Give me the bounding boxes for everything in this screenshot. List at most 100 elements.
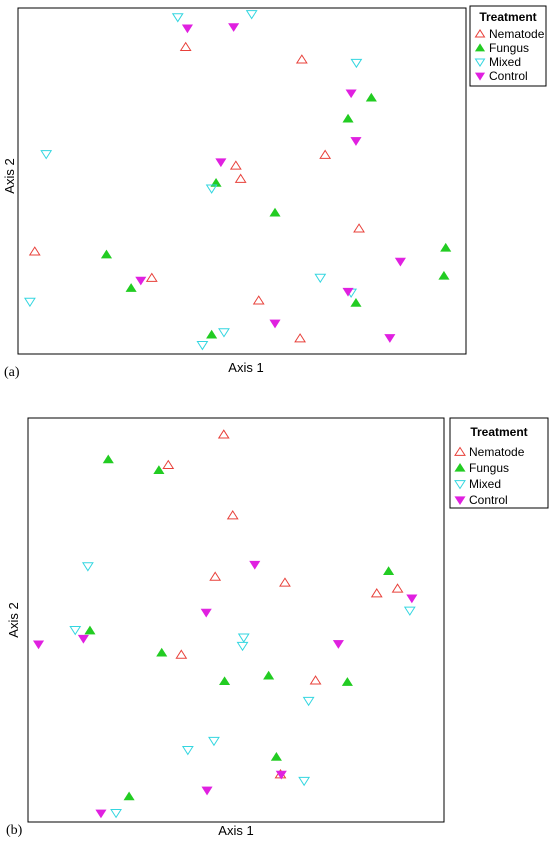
point-nematode-3: [229, 160, 242, 170]
point-mixed-1: [171, 13, 184, 23]
point-control-7: [394, 257, 406, 267]
legend-label-mixed: Mixed: [489, 55, 521, 69]
point-mixed-1: [81, 562, 94, 572]
point-fungus-7: [263, 670, 275, 680]
point-fungus-2: [153, 465, 165, 474]
legend-label-nematode: Nematode: [489, 27, 545, 41]
point-fungus-7: [438, 270, 450, 280]
point-mixed-6: [314, 273, 327, 284]
point-fungus-10: [123, 791, 135, 801]
legend-label-control: Control: [469, 493, 508, 507]
legend-marker-control: [454, 496, 466, 506]
point-control-3: [345, 89, 357, 99]
point-control-2: [228, 23, 240, 32]
legend-marker-nematode: [474, 29, 486, 38]
point-nematode-9: [309, 675, 322, 685]
point-nematode-2: [295, 54, 308, 64]
point-nematode-4: [209, 571, 222, 581]
point-mixed-10: [110, 808, 122, 819]
legend-label-fungus: Fungus: [489, 41, 529, 55]
point-control-3: [32, 640, 45, 650]
legend-label-control: Control: [489, 69, 528, 83]
plot-frame-b: [27, 417, 445, 823]
point-control-5: [332, 640, 344, 649]
point-mixed-9: [403, 606, 416, 616]
point-nematode-10: [294, 333, 306, 343]
point-control-6: [406, 594, 418, 604]
point-mixed-2: [69, 626, 82, 636]
point-fungus-9: [350, 297, 362, 307]
y-axis-label-a: Axis 2: [2, 158, 17, 193]
point-control-10: [384, 334, 396, 343]
legend-marker-control: [474, 72, 486, 81]
point-fungus-5: [100, 249, 113, 259]
point-control-5: [215, 158, 227, 168]
panel-b: Axis 1 Axis 2 (b) Treatment Nematode Fungu…: [6, 417, 549, 838]
point-mixed-3: [350, 58, 363, 69]
point-control-1: [249, 560, 261, 570]
point-mixed-8: [24, 297, 36, 308]
legend-title: Treatment: [479, 10, 536, 24]
point-mixed-5: [205, 184, 218, 194]
y-axis-label-b: Axis 2: [6, 602, 21, 637]
marks-a: [24, 10, 452, 351]
point-fungus-8: [341, 677, 353, 686]
point-control-4: [77, 634, 89, 644]
point-nematode-2: [162, 459, 175, 470]
marks-b: [32, 429, 418, 819]
point-fungus-6: [219, 676, 231, 686]
point-mixed-3: [237, 633, 250, 643]
point-mixed-7: [208, 736, 220, 747]
point-nematode-1: [217, 429, 230, 439]
point-control-6: [135, 276, 147, 286]
legend-marker-mixed: [454, 480, 466, 490]
x-axis-label-a: Axis 1: [228, 360, 263, 375]
panel-label-a: (a): [4, 365, 20, 380]
point-fungus-1: [365, 92, 377, 102]
point-fungus-9: [270, 751, 282, 761]
point-fungus-1: [102, 454, 114, 464]
point-fungus-4: [269, 207, 281, 217]
point-control-9: [95, 809, 107, 819]
point-fungus-6: [440, 242, 452, 252]
point-mixed-8: [298, 776, 311, 787]
point-mixed-4: [236, 641, 249, 652]
panel-label-b: (b): [6, 823, 23, 838]
point-control-2: [200, 608, 212, 618]
point-nematode-9: [252, 295, 265, 305]
point-control-7: [275, 770, 287, 780]
point-fungus-5: [156, 647, 168, 657]
point-nematode-7: [28, 246, 41, 256]
legend-label-mixed: Mixed: [469, 477, 501, 491]
legend-box: [449, 417, 549, 509]
point-nematode-5: [319, 149, 332, 159]
panel-a: Axis 1 Axis 2 (a) Treatment NematodeFungu…: [2, 5, 547, 380]
point-control-9: [269, 319, 281, 329]
point-mixed-5: [302, 696, 315, 707]
point-mixed-2: [245, 10, 258, 20]
point-fungus-8: [125, 283, 137, 292]
point-nematode-3: [226, 510, 239, 520]
legend-b: Treatment Nematode Fungus Mixed Control: [449, 417, 549, 509]
legend-title: Treatment: [470, 425, 527, 439]
point-nematode-4: [234, 173, 247, 183]
point-mixed-10: [196, 341, 209, 351]
point-mixed-9: [218, 328, 230, 338]
x-axis-label-b: Axis 1: [218, 823, 253, 838]
legend-label-fungus: Fungus: [469, 461, 509, 475]
point-fungus-3: [383, 566, 395, 575]
point-nematode-6: [353, 223, 365, 233]
legend-label-nematode: Nematode: [469, 445, 525, 459]
legend-marker-mixed: [474, 58, 486, 67]
point-control-4: [350, 137, 362, 146]
point-control-1: [181, 24, 193, 34]
point-nematode-8: [175, 649, 188, 659]
point-nematode-8: [145, 272, 158, 282]
point-mixed-6: [181, 746, 194, 756]
point-nematode-7: [391, 583, 404, 593]
legend-marker-fungus: [474, 43, 486, 52]
point-control-8: [342, 287, 354, 297]
point-fungus-10: [206, 329, 218, 339]
